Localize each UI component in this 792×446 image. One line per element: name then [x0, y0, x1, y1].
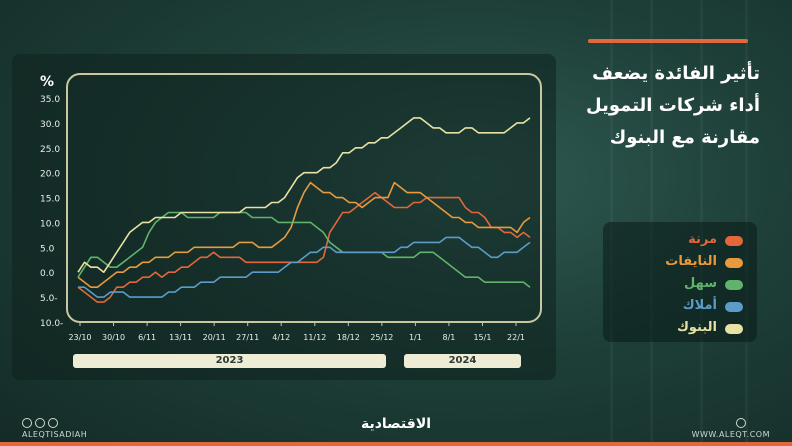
y-tick-label: 25.0 — [40, 145, 60, 155]
y-tick-label: 35.0 — [40, 95, 60, 105]
legend-swatch — [725, 324, 743, 334]
chart-frame — [66, 73, 542, 323]
x-tick-label: 6/11 — [138, 333, 156, 342]
title-line: أداء شركات التمويل — [586, 95, 760, 116]
legend-label: النايفات — [665, 254, 717, 269]
y-tick-label: 0.0 — [40, 269, 55, 279]
social-handle: ALEQTISADIAH — [22, 430, 88, 439]
title-line: تأثير الفائدة يضعف — [592, 63, 760, 84]
legend-swatch — [725, 236, 743, 246]
y-tick-label: 5.0- — [40, 294, 58, 304]
x-tick-label: 11/12 — [303, 333, 326, 342]
chart-title: تأثير الفائدة يضعف أداء شركات التمويل مق… — [540, 58, 760, 154]
web-icon — [736, 418, 746, 428]
legend-swatch — [725, 258, 743, 268]
chart-legend: مرنة النايفات سهل أملاك البنوك — [603, 222, 757, 342]
x-tick-label: 18/12 — [337, 333, 360, 342]
x-tick-label: 27/11 — [236, 333, 259, 342]
legend-label: أملاك — [682, 298, 717, 313]
x-tick-label: 15/1 — [473, 333, 491, 342]
x-tick-label: 25/12 — [370, 333, 393, 342]
legend-swatch — [725, 280, 743, 290]
title-line: مقارنة مع البنوك — [609, 127, 760, 148]
y-tick-label: 5.0 — [40, 244, 55, 254]
x-tick-label: 20/11 — [203, 333, 226, 342]
x-icon — [48, 418, 58, 428]
legend-item: أملاك — [603, 296, 757, 318]
title-accent-bar — [588, 39, 748, 43]
legend-item: سهل — [603, 274, 757, 296]
legend-item: النايفات — [603, 252, 757, 274]
y-tick-label: 30.0 — [40, 120, 60, 130]
brand-logo: الاقتصادية — [360, 416, 432, 432]
series-line — [77, 181, 531, 289]
chart-panel — [12, 54, 556, 380]
x-tick-label: 8/1 — [442, 333, 455, 342]
legend-item: مرنة — [603, 230, 757, 252]
series-line — [77, 211, 531, 288]
y-tick-label: 15.0 — [40, 195, 60, 205]
x-tick-label: 13/11 — [169, 333, 192, 342]
website-url: WWW.ALEQT.COM — [691, 430, 770, 439]
legend-label: مرنة — [688, 232, 717, 247]
legend-label: سهل — [684, 276, 717, 291]
y-tick-label: 10.0 — [40, 219, 60, 229]
x-tick-label: 22/1 — [507, 333, 525, 342]
legend-label: البنوك — [676, 320, 717, 335]
x-tick-label: 1/1 — [409, 333, 422, 342]
x-tick-label: 30/10 — [102, 333, 125, 342]
bottom-accent-stripe — [0, 442, 792, 446]
y-tick-label: 20.0 — [40, 170, 60, 180]
series-line — [77, 191, 531, 303]
series-line — [77, 117, 531, 274]
y-axis-unit-label: % — [40, 74, 54, 90]
instagram-icon — [22, 418, 32, 428]
y-tick-label: 10.0- — [40, 319, 63, 329]
x-tick-label: 23/10 — [68, 333, 91, 342]
facebook-icon — [35, 418, 45, 428]
x-tick-label: 4/12 — [272, 333, 290, 342]
series-line — [78, 236, 531, 298]
legend-item: البنوك — [603, 318, 757, 340]
legend-swatch — [725, 302, 743, 312]
year-label-2024: 2024 — [404, 354, 521, 368]
year-label-2023: 2023 — [73, 354, 386, 368]
